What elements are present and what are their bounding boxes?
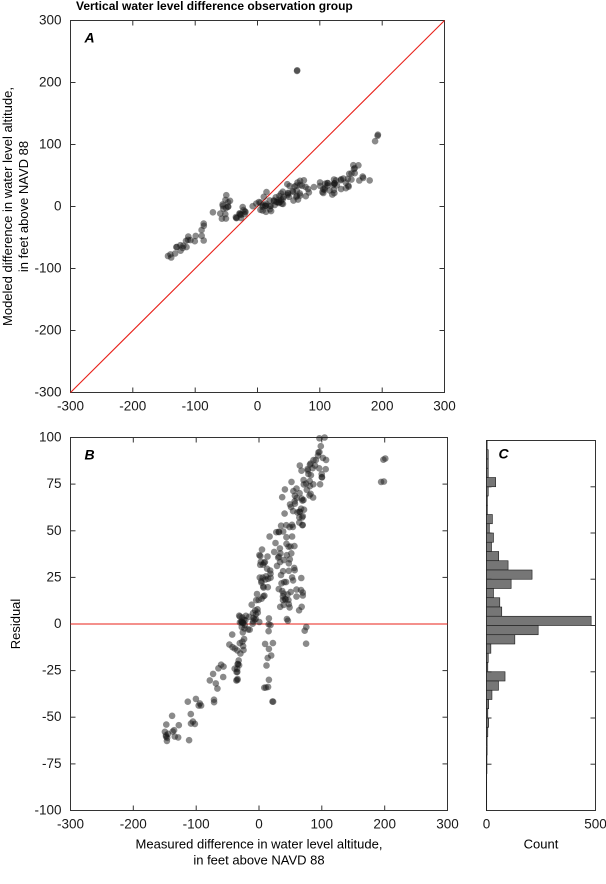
svg-text:-300: -300 — [57, 399, 84, 414]
svg-text:-300: -300 — [34, 385, 61, 400]
svg-text:in feet above NAVD 88: in feet above NAVD 88 — [193, 853, 324, 868]
svg-text:-100: -100 — [182, 399, 209, 414]
svg-text:Modeled difference in water le: Modeled difference in water level altitu… — [0, 87, 15, 326]
svg-text:Residual: Residual — [8, 599, 23, 650]
svg-text:B: B — [85, 447, 95, 463]
svg-text:-50: -50 — [42, 709, 62, 724]
svg-text:-75: -75 — [42, 756, 62, 771]
svg-text:0: 0 — [254, 399, 262, 414]
svg-text:50: 50 — [46, 523, 61, 538]
svg-text:500: 500 — [584, 817, 606, 832]
svg-text:-100: -100 — [34, 803, 61, 818]
svg-text:0: 0 — [54, 199, 62, 214]
svg-text:300: 300 — [436, 817, 459, 832]
svg-text:-200: -200 — [119, 399, 146, 414]
svg-text:200: 200 — [371, 399, 394, 414]
svg-text:75: 75 — [46, 476, 61, 491]
svg-text:-25: -25 — [42, 663, 62, 678]
svg-text:-100: -100 — [183, 817, 210, 832]
svg-text:25: 25 — [46, 569, 61, 584]
svg-text:Vertical water level differenc: Vertical water level difference observat… — [76, 0, 353, 13]
svg-text:A: A — [84, 30, 95, 46]
svg-text:100: 100 — [311, 817, 334, 832]
svg-text:in feet above NAVD 88: in feet above NAVD 88 — [16, 141, 31, 272]
svg-text:100: 100 — [39, 430, 62, 445]
svg-text:300: 300 — [39, 13, 62, 28]
svg-text:-100: -100 — [34, 261, 61, 276]
svg-text:300: 300 — [433, 399, 456, 414]
svg-text:0: 0 — [483, 817, 491, 832]
svg-text:C: C — [499, 446, 510, 462]
svg-text:0: 0 — [54, 616, 62, 631]
svg-text:200: 200 — [373, 817, 396, 832]
svg-text:-300: -300 — [57, 817, 84, 832]
svg-text:100: 100 — [309, 399, 332, 414]
svg-text:0: 0 — [255, 817, 263, 832]
svg-text:-200: -200 — [120, 817, 147, 832]
svg-text:Count: Count — [524, 837, 559, 852]
svg-text:100: 100 — [39, 137, 62, 152]
svg-text:-200: -200 — [34, 323, 61, 338]
svg-text:200: 200 — [39, 75, 62, 90]
svg-text:Measured difference in water l: Measured difference in water level altit… — [136, 837, 383, 852]
